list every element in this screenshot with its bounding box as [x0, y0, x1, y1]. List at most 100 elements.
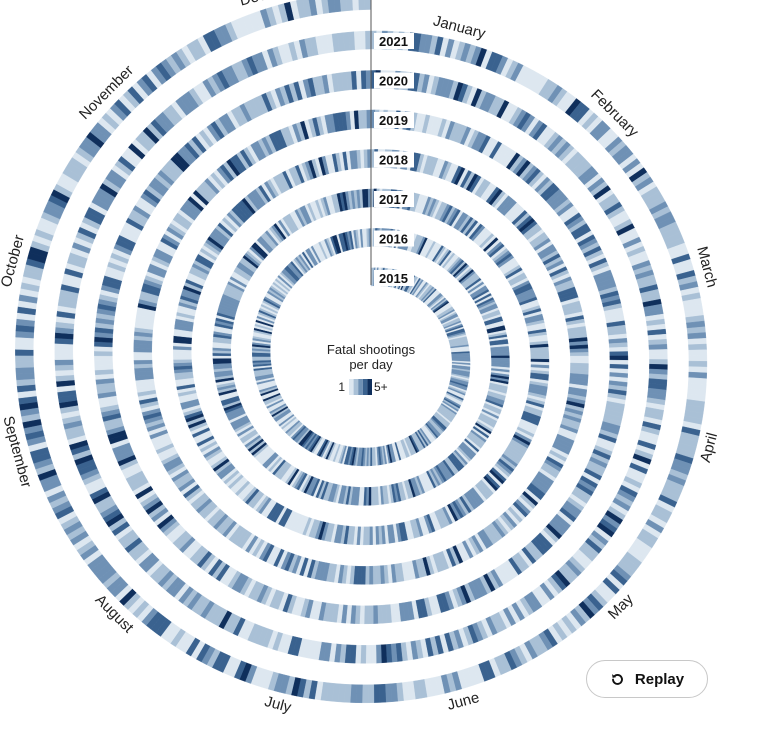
year-label-2021: 2021	[379, 34, 408, 49]
month-label-march: March	[693, 245, 720, 290]
day-cell	[94, 364, 114, 371]
chart-title-line-1: Fatal shootings	[327, 342, 416, 357]
legend-swatch	[362, 379, 368, 395]
day-cell	[648, 349, 668, 355]
day-cell	[379, 683, 387, 703]
day-cell	[133, 363, 153, 369]
day-cell	[384, 683, 393, 703]
spiral-year-2020	[54, 30, 668, 664]
year-label-bg	[374, 270, 414, 286]
day-cell	[451, 354, 471, 357]
day-cell	[490, 353, 510, 357]
day-cell	[212, 355, 232, 359]
day-cell	[212, 358, 232, 362]
day-cell	[368, 565, 374, 585]
day-cell	[530, 352, 550, 357]
day-cell	[367, 149, 372, 168]
day-cell	[365, 645, 372, 664]
day-cell	[302, 0, 312, 18]
year-label-bg	[374, 33, 414, 49]
year-label-bg	[374, 72, 414, 89]
day-cell	[339, 0, 348, 12]
day-cell	[530, 356, 550, 360]
day-cell	[55, 369, 75, 377]
day-cell	[688, 366, 708, 374]
day-cell	[365, 30, 372, 50]
day-cell	[356, 70, 362, 90]
day-cell	[375, 644, 382, 664]
legend-swatch	[353, 379, 359, 395]
day-cell	[491, 355, 510, 359]
day-cell	[354, 31, 361, 50]
day-cell	[373, 684, 381, 703]
day-cell	[609, 355, 629, 361]
year-label-2018: 2018	[379, 153, 408, 168]
day-cell	[569, 348, 589, 353]
day-cell	[327, 0, 336, 13]
day-cell	[321, 0, 330, 14]
replay-button[interactable]: Replay	[586, 660, 708, 698]
day-cell	[648, 344, 668, 351]
replay-icon	[611, 673, 623, 685]
day-cell	[54, 348, 74, 355]
day-cell	[368, 605, 374, 624]
day-cell	[688, 349, 708, 356]
month-label-june: June	[445, 689, 481, 714]
day-cell	[366, 109, 372, 129]
day-cell	[362, 109, 368, 129]
day-cell	[649, 359, 668, 365]
legend-color-ramp	[349, 379, 372, 395]
day-cell	[94, 360, 113, 366]
day-cell	[369, 526, 373, 546]
day-cell	[252, 356, 271, 359]
legend-max-label: 5+	[374, 380, 388, 394]
day-cell	[365, 70, 372, 89]
day-cell	[569, 352, 589, 357]
day-cell	[94, 350, 113, 357]
day-cell	[609, 351, 629, 357]
day-cell	[15, 349, 34, 356]
spiral-year-2015	[252, 228, 471, 467]
day-cell	[358, 0, 366, 11]
year-label-bg	[374, 151, 414, 168]
legend-min-label: 1	[338, 380, 345, 394]
day-cell	[346, 0, 354, 11]
day-cell	[367, 684, 375, 703]
day-cell	[376, 565, 381, 585]
replay-label: Replay	[634, 670, 685, 688]
legend-swatch	[358, 379, 363, 395]
day-cell	[364, 0, 372, 10]
day-cell	[54, 364, 74, 371]
day-cell	[372, 526, 377, 545]
day-cell	[94, 355, 113, 361]
day-cell	[15, 361, 34, 368]
year-label-bg	[374, 230, 414, 247]
spiral-day-segments	[15, 0, 708, 704]
day-cell	[360, 645, 367, 664]
day-cell	[54, 359, 74, 366]
day-cell	[15, 366, 35, 375]
spiral-year-2019	[94, 70, 629, 625]
day-cell	[361, 684, 369, 703]
day-cell	[363, 149, 368, 169]
day-cell	[363, 605, 370, 625]
day-cell	[355, 684, 363, 704]
day-cell	[15, 372, 35, 381]
day-cell	[333, 0, 342, 13]
day-cell	[649, 354, 668, 360]
day-cell	[370, 486, 374, 506]
chart-title-line-2: per day	[349, 357, 393, 372]
day-cell	[688, 343, 707, 351]
year-label-2020: 2020	[379, 74, 408, 89]
spiral-year-2017	[173, 149, 550, 546]
month-label-april: April	[697, 431, 721, 464]
spiral-year-2016	[212, 188, 510, 506]
day-cell	[54, 343, 74, 350]
day-cell	[377, 605, 383, 624]
day-cell	[173, 355, 192, 360]
day-cell	[359, 30, 366, 50]
day-cell	[688, 355, 708, 362]
year-label-2017: 2017	[379, 192, 408, 207]
day-cell	[364, 566, 370, 585]
